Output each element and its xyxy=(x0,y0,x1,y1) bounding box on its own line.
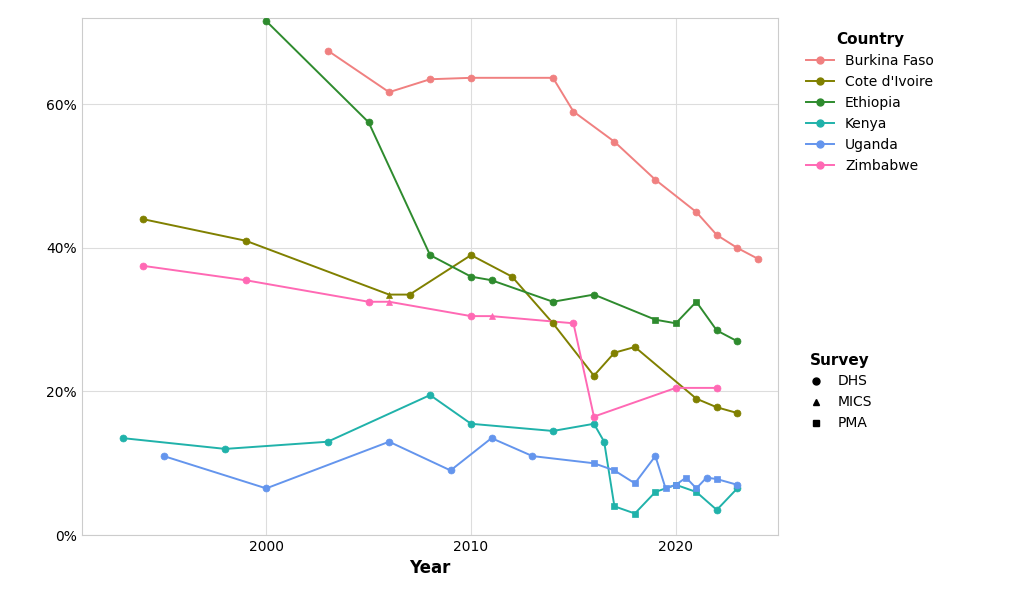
Legend: DHS, MICS, PMA: DHS, MICS, PMA xyxy=(799,345,880,437)
X-axis label: Year: Year xyxy=(410,559,451,578)
